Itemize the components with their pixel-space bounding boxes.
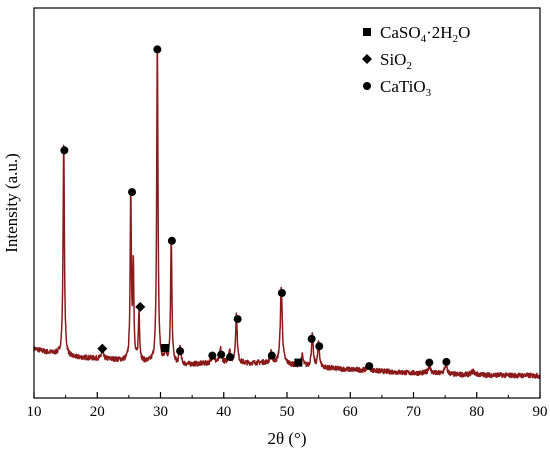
plot-frame xyxy=(33,7,541,399)
x-tick-label: 50 xyxy=(280,404,295,420)
legend-subscript: 3 xyxy=(426,87,432,99)
catio3-marker xyxy=(233,315,242,324)
sio2-marker xyxy=(97,343,108,354)
caso4-marker xyxy=(160,343,169,352)
catio3-marker xyxy=(176,347,185,356)
legend-entry: CaSO4·2H2O xyxy=(380,23,470,45)
x-axis-ticks: 10 20 30 40 50 60 70 80 90 xyxy=(27,392,548,420)
x-tick-label: 90 xyxy=(533,404,548,420)
legend-entry: CaTiO3 xyxy=(380,77,432,99)
x-axis-label: 2θ (°) xyxy=(267,429,306,448)
catio3-legend-marker xyxy=(363,82,371,90)
legend-subscript: 2 xyxy=(406,60,412,72)
caso4-legend-marker xyxy=(363,28,371,36)
catio3-marker xyxy=(315,342,324,351)
caso4-marker xyxy=(294,358,303,367)
catio3-marker xyxy=(226,353,235,362)
catio3-marker xyxy=(442,357,451,366)
catio3-marker xyxy=(277,289,286,297)
catio3-marker xyxy=(128,188,137,197)
legend-text-part: ·2H xyxy=(426,23,452,42)
legend-subscript: 4 xyxy=(421,33,427,45)
x-tick-label: 40 xyxy=(216,404,231,420)
x-tick-label: 70 xyxy=(406,404,421,420)
phase-markers xyxy=(60,45,451,371)
legend-subscript: 2 xyxy=(453,33,459,45)
catio3-marker xyxy=(217,350,226,359)
x-tick-label: 20 xyxy=(90,404,105,420)
legend-text-part: O xyxy=(458,23,470,42)
catio3-marker xyxy=(365,362,374,371)
legend-text-part: CaTiO xyxy=(380,77,426,96)
legend-entry: SiO2 xyxy=(380,50,412,72)
sio2-marker xyxy=(135,301,146,312)
x-tick-label: 30 xyxy=(153,404,168,420)
catio3-marker xyxy=(153,45,162,54)
catio3-marker xyxy=(167,236,176,245)
legend-text-part: CaSO xyxy=(380,23,421,42)
catio3-marker xyxy=(60,146,69,155)
x-tick-label: 60 xyxy=(343,404,358,420)
catio3-marker xyxy=(267,351,276,360)
xrd-pattern-line xyxy=(33,52,541,379)
y-axis-label: Intensity (a.u.) xyxy=(2,153,21,253)
sio2-legend-marker xyxy=(362,54,372,64)
catio3-marker xyxy=(307,334,316,343)
x-tick-label: 80 xyxy=(469,404,484,420)
catio3-marker xyxy=(425,358,434,367)
x-tick-label: 10 xyxy=(27,404,42,420)
catio3-marker xyxy=(208,351,217,360)
legend-text-part: SiO xyxy=(380,50,406,69)
